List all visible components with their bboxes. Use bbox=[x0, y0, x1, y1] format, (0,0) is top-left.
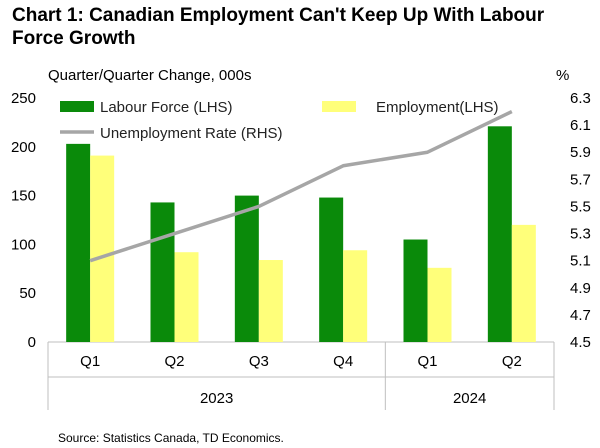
legend-label-labour-force: Labour Force (LHS) bbox=[100, 99, 233, 116]
x-tick-label: Q1 bbox=[80, 353, 100, 370]
y2-tick-label: 4.9 bbox=[570, 280, 591, 297]
bar-labour-force-0 bbox=[66, 143, 91, 342]
legend-label-employment: Employment(LHS) bbox=[376, 99, 499, 116]
unemployment-rate-line bbox=[89, 109, 513, 263]
bar-employment-5 bbox=[511, 224, 536, 342]
y-tick-label: 250 bbox=[11, 90, 36, 107]
x-tick-label: Q2 bbox=[502, 353, 522, 370]
bar-employment-3 bbox=[343, 250, 368, 342]
y-tick-label: 150 bbox=[11, 188, 36, 205]
bar-employment-1 bbox=[174, 252, 199, 342]
y-tick-label: 200 bbox=[11, 139, 36, 156]
chart-axes bbox=[47, 341, 555, 410]
bar-employment-0 bbox=[90, 155, 115, 342]
y-tick-label: 0 bbox=[28, 334, 36, 351]
y2-tick-label: 5.3 bbox=[570, 226, 591, 243]
legend-label-unemployment-rate: Unemployment Rate (RHS) bbox=[100, 125, 283, 142]
y-tick-label: 50 bbox=[19, 285, 36, 302]
legend-swatch-employment bbox=[322, 101, 356, 112]
bar-labour-force-4 bbox=[403, 239, 428, 342]
y2-tick-label: 5.7 bbox=[570, 171, 591, 188]
bar-labour-force-5 bbox=[487, 126, 512, 342]
y2-tick-label: 5.9 bbox=[570, 144, 591, 161]
legend: Labour Force (LHS) Employment(LHS) Unemplo… bbox=[60, 99, 499, 142]
x-tick-label: Q4 bbox=[333, 353, 353, 370]
tick-labels: 0 50 100 150 200 250 4.5 4.7 4.9 5.1 5.3 5.5 5.7 5.9 6… bbox=[11, 90, 591, 407]
y2-axis-title: % bbox=[556, 67, 569, 84]
y2-tick-label: 6.3 bbox=[570, 90, 591, 107]
bar-labour-force-3 bbox=[319, 197, 344, 342]
source-note: Source: Statistics Canada, TD Economics. bbox=[58, 431, 284, 445]
y2-tick-label: 6.1 bbox=[570, 117, 591, 134]
x-tick-label: Q3 bbox=[249, 353, 269, 370]
bar-employment-2 bbox=[258, 260, 283, 342]
y2-tick-label: 4.7 bbox=[570, 307, 591, 324]
x-tick-label: Q1 bbox=[417, 353, 437, 370]
bar-labour-force-1 bbox=[150, 202, 175, 342]
group-label: 2024 bbox=[453, 390, 486, 407]
line-layer bbox=[89, 109, 513, 263]
chart-title: Chart 1: Canadian Employment Can't Keep … bbox=[12, 5, 545, 49]
group-label: 2023 bbox=[200, 390, 233, 407]
y2-tick-label: 5.5 bbox=[570, 198, 591, 215]
bar-layer bbox=[66, 126, 536, 342]
y-tick-label: 100 bbox=[11, 236, 36, 253]
y2-tick-label: 5.1 bbox=[570, 253, 591, 270]
bar-employment-4 bbox=[427, 267, 452, 342]
legend-swatch-labour-force bbox=[60, 101, 94, 112]
y2-tick-label: 4.5 bbox=[570, 334, 591, 351]
x-tick-label: Q2 bbox=[164, 353, 184, 370]
bar-labour-force-2 bbox=[234, 195, 259, 342]
y-axis-title: Quarter/Quarter Change, 000s bbox=[48, 67, 251, 84]
